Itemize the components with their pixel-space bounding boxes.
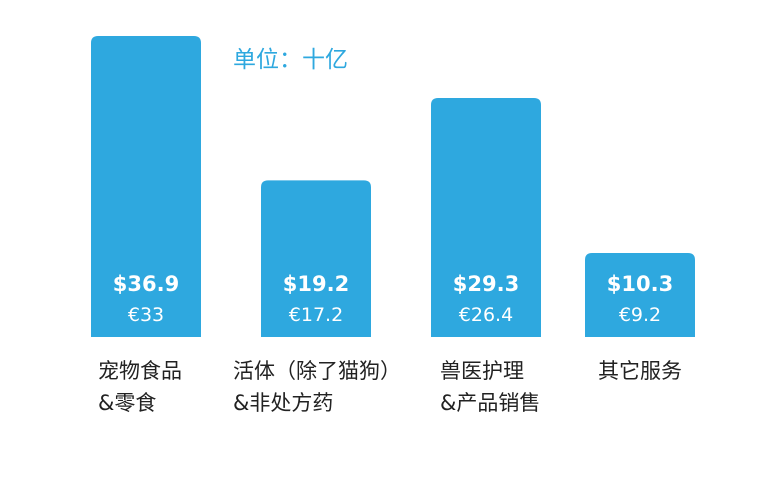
bar-1: [91, 36, 201, 337]
category-label: 活体（除了猫狗）: [233, 359, 401, 383]
eur-value-label: €33: [128, 304, 164, 326]
usd-value-label: $10.3: [607, 272, 673, 296]
usd-value-label: $19.2: [283, 272, 349, 296]
category-label: &零食: [98, 391, 156, 415]
eur-value-label: €9.2: [619, 304, 661, 326]
category-label: &非处方药: [233, 391, 333, 415]
unit-label: 单位：十亿: [233, 47, 348, 73]
bar-2: [261, 180, 371, 337]
category-label: 兽医护理: [440, 359, 524, 383]
eur-value-label: €17.2: [289, 304, 343, 326]
usd-value-label: $36.9: [113, 272, 179, 296]
category-label: 宠物食品: [98, 359, 182, 383]
category-label: &产品销售: [440, 391, 540, 415]
category-labels-group: 宠物食品&零食 活体（除了猫狗） &非处方药 兽医护理&产品销售 其它服务: [98, 359, 682, 415]
category-label: 其它服务: [598, 359, 682, 383]
bar-3: [431, 97, 541, 337]
usd-value-label: $29.3: [453, 272, 519, 296]
bar-4: [585, 252, 695, 337]
eur-value-label: €26.4: [459, 304, 513, 326]
bars-group: $36.9 €33 $19.2 €17.2 $29.3 €26.4 $10.3 €9.2: [91, 36, 695, 337]
